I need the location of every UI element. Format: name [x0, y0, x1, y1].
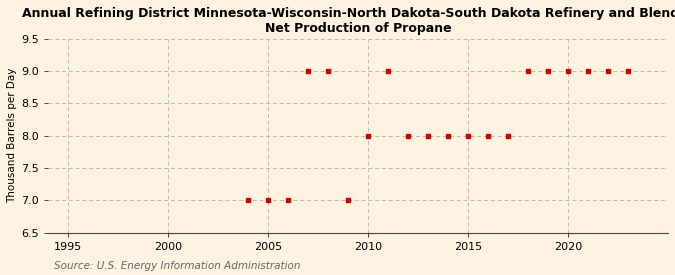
Y-axis label: Thousand Barrels per Day: Thousand Barrels per Day: [7, 68, 17, 204]
Text: Source: U.S. Energy Information Administration: Source: U.S. Energy Information Administ…: [54, 261, 300, 271]
Title: Annual Refining District Minnesota-Wisconsin-North Dakota-South Dakota Refinery : Annual Refining District Minnesota-Wisco…: [22, 7, 675, 35]
